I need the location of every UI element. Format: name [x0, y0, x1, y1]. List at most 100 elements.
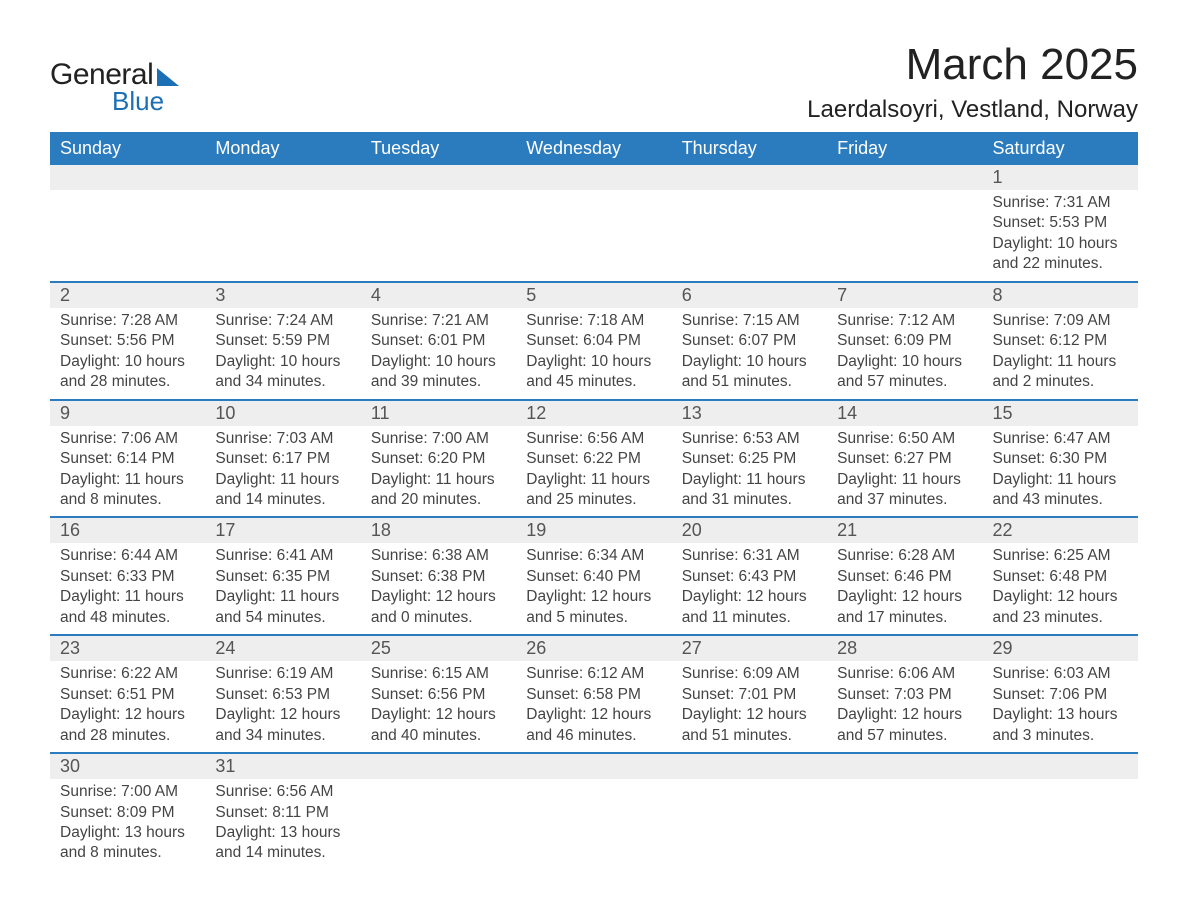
day-number-cell: 5: [516, 282, 671, 308]
day-number: 26: [516, 636, 671, 661]
sunset-text: Sunset: 6:01 PM: [371, 331, 506, 351]
col-thursday: Thursday: [672, 132, 827, 165]
daylight-text: Daylight: 11 hours and 37 minutes.: [837, 470, 972, 511]
sunrise-text: Sunrise: 6:19 AM: [215, 664, 350, 684]
daylight-text: Daylight: 10 hours and 39 minutes.: [371, 352, 506, 393]
day-details-cell: Sunrise: 7:09 AMSunset: 6:12 PMDaylight:…: [983, 308, 1138, 400]
day-number-cell: 14: [827, 400, 982, 426]
sunset-text: Sunset: 6:14 PM: [60, 449, 195, 469]
day-number: 7: [827, 283, 982, 308]
logo-triangle-icon: [157, 68, 179, 86]
empty-day-body: [516, 190, 671, 282]
day-number: 12: [516, 401, 671, 426]
day-details-cell: Sunrise: 7:24 AMSunset: 5:59 PMDaylight:…: [205, 308, 360, 400]
week-daynum-row: 9101112131415: [50, 400, 1138, 426]
day-details-cell: Sunrise: 6:53 AMSunset: 6:25 PMDaylight:…: [672, 426, 827, 518]
sunrise-text: Sunrise: 6:09 AM: [682, 664, 817, 684]
sunrise-text: Sunrise: 6:41 AM: [215, 546, 350, 566]
sunrise-text: Sunrise: 6:25 AM: [993, 546, 1128, 566]
col-tuesday: Tuesday: [361, 132, 516, 165]
daylight-text: Daylight: 12 hours and 40 minutes.: [371, 705, 506, 746]
col-friday: Friday: [827, 132, 982, 165]
day-details-cell: Sunrise: 7:12 AMSunset: 6:09 PMDaylight:…: [827, 308, 982, 400]
day-number: 4: [361, 283, 516, 308]
location-subtitle: Laerdalsoyri, Vestland, Norway: [807, 96, 1138, 124]
day-details-cell: Sunrise: 6:09 AMSunset: 7:01 PMDaylight:…: [672, 661, 827, 753]
day-number-cell: 17: [205, 517, 360, 543]
day-number: 23: [50, 636, 205, 661]
empty-day: [672, 165, 827, 190]
day-number: 3: [205, 283, 360, 308]
day-number-cell: 4: [361, 282, 516, 308]
day-number-cell: 3: [205, 282, 360, 308]
empty-day: [516, 753, 671, 779]
sunset-text: Sunset: 6:20 PM: [371, 449, 506, 469]
sunset-text: Sunset: 6:33 PM: [60, 567, 195, 587]
sunset-text: Sunset: 7:01 PM: [682, 685, 817, 705]
day-number-cell: 9: [50, 400, 205, 426]
day-details-cell: Sunrise: 6:56 AMSunset: 6:22 PMDaylight:…: [516, 426, 671, 518]
week-daynum-row: 16171819202122: [50, 517, 1138, 543]
sunset-text: Sunset: 8:11 PM: [215, 803, 350, 823]
daylight-text: Daylight: 11 hours and 31 minutes.: [682, 470, 817, 511]
empty-day: [827, 165, 982, 190]
daylight-text: Daylight: 12 hours and 17 minutes.: [837, 587, 972, 628]
day-number-cell: 10: [205, 400, 360, 426]
day-details-cell: Sunrise: 6:31 AMSunset: 6:43 PMDaylight:…: [672, 543, 827, 635]
daylight-text: Daylight: 10 hours and 45 minutes.: [526, 352, 661, 393]
day-details-cell: Sunrise: 6:38 AMSunset: 6:38 PMDaylight:…: [361, 543, 516, 635]
empty-day-body: [50, 190, 205, 282]
sunrise-text: Sunrise: 6:34 AM: [526, 546, 661, 566]
sunset-text: Sunset: 6:27 PM: [837, 449, 972, 469]
week-body-row: Sunrise: 6:22 AMSunset: 6:51 PMDaylight:…: [50, 661, 1138, 753]
day-number: 30: [50, 754, 205, 779]
sunrise-text: Sunrise: 6:38 AM: [371, 546, 506, 566]
sunrise-text: Sunrise: 6:56 AM: [526, 429, 661, 449]
sunset-text: Sunset: 6:09 PM: [837, 331, 972, 351]
sunset-text: Sunset: 7:03 PM: [837, 685, 972, 705]
daylight-text: Daylight: 13 hours and 14 minutes.: [215, 823, 350, 864]
month-title: March 2025: [807, 40, 1138, 90]
sunset-text: Sunset: 7:06 PM: [993, 685, 1128, 705]
day-details-cell: Sunrise: 7:28 AMSunset: 5:56 PMDaylight:…: [50, 308, 205, 400]
empty-day: [827, 753, 982, 779]
sunrise-text: Sunrise: 6:31 AM: [682, 546, 817, 566]
day-number-cell: 28: [827, 635, 982, 661]
day-details-cell: Sunrise: 7:00 AMSunset: 8:09 PMDaylight:…: [50, 779, 205, 870]
logo-text-blue: Blue: [112, 86, 164, 117]
day-details-cell: Sunrise: 6:25 AMSunset: 6:48 PMDaylight:…: [983, 543, 1138, 635]
sunrise-text: Sunrise: 6:12 AM: [526, 664, 661, 684]
day-details-cell: Sunrise: 7:21 AMSunset: 6:01 PMDaylight:…: [361, 308, 516, 400]
day-number: 2: [50, 283, 205, 308]
week-daynum-row: 1: [50, 165, 1138, 190]
day-details-cell: Sunrise: 6:41 AMSunset: 6:35 PMDaylight:…: [205, 543, 360, 635]
daylight-text: Daylight: 12 hours and 28 minutes.: [60, 705, 195, 746]
sunset-text: Sunset: 6:17 PM: [215, 449, 350, 469]
day-number-cell: 20: [672, 517, 827, 543]
weekday-header-row: Sunday Monday Tuesday Wednesday Thursday…: [50, 132, 1138, 165]
day-number-cell: 19: [516, 517, 671, 543]
day-details-cell: Sunrise: 6:28 AMSunset: 6:46 PMDaylight:…: [827, 543, 982, 635]
day-number: 13: [672, 401, 827, 426]
sunrise-text: Sunrise: 6:15 AM: [371, 664, 506, 684]
sunset-text: Sunset: 6:35 PM: [215, 567, 350, 587]
day-details-cell: Sunrise: 6:34 AMSunset: 6:40 PMDaylight:…: [516, 543, 671, 635]
daylight-text: Daylight: 10 hours and 51 minutes.: [682, 352, 817, 393]
sunrise-text: Sunrise: 7:06 AM: [60, 429, 195, 449]
sunset-text: Sunset: 6:22 PM: [526, 449, 661, 469]
sunrise-text: Sunrise: 7:12 AM: [837, 311, 972, 331]
day-details-cell: Sunrise: 6:50 AMSunset: 6:27 PMDaylight:…: [827, 426, 982, 518]
sunrise-text: Sunrise: 6:03 AM: [993, 664, 1128, 684]
daylight-text: Daylight: 10 hours and 28 minutes.: [60, 352, 195, 393]
sunset-text: Sunset: 6:51 PM: [60, 685, 195, 705]
sunset-text: Sunset: 8:09 PM: [60, 803, 195, 823]
day-number: 10: [205, 401, 360, 426]
day-number: 28: [827, 636, 982, 661]
daylight-text: Daylight: 10 hours and 34 minutes.: [215, 352, 350, 393]
day-number-cell: 7: [827, 282, 982, 308]
empty-day: [983, 753, 1138, 779]
day-number: 11: [361, 401, 516, 426]
empty-day-body: [827, 779, 982, 870]
day-number-cell: 18: [361, 517, 516, 543]
day-number: 27: [672, 636, 827, 661]
